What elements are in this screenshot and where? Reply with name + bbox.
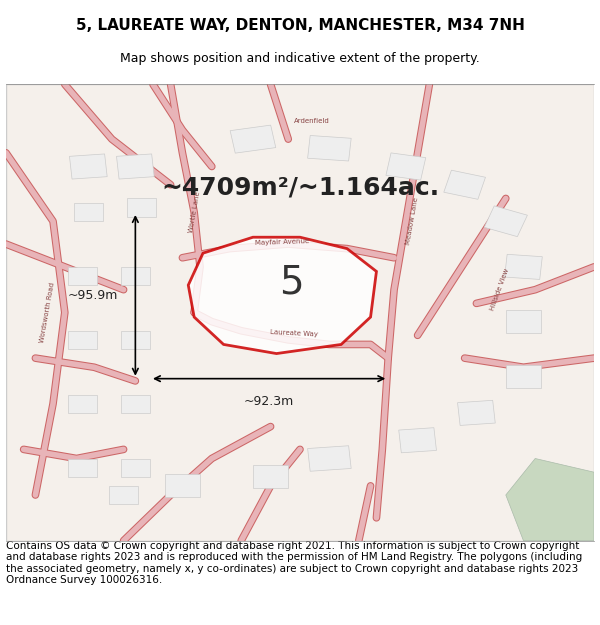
FancyBboxPatch shape bbox=[308, 136, 351, 161]
Text: Wortle Lane: Wortle Lane bbox=[188, 191, 201, 233]
Text: Map shows position and indicative extent of the property.: Map shows position and indicative extent… bbox=[120, 52, 480, 66]
FancyBboxPatch shape bbox=[506, 365, 541, 388]
FancyBboxPatch shape bbox=[308, 446, 351, 471]
Text: 5, LAUREATE WAY, DENTON, MANCHESTER, M34 7NH: 5, LAUREATE WAY, DENTON, MANCHESTER, M34… bbox=[76, 18, 524, 33]
Text: Hillside View: Hillside View bbox=[490, 268, 511, 312]
FancyBboxPatch shape bbox=[68, 267, 97, 285]
FancyBboxPatch shape bbox=[121, 459, 150, 477]
FancyBboxPatch shape bbox=[68, 331, 97, 349]
FancyBboxPatch shape bbox=[165, 474, 200, 498]
FancyBboxPatch shape bbox=[230, 125, 276, 153]
FancyBboxPatch shape bbox=[458, 401, 495, 426]
Text: Ardenfield: Ardenfield bbox=[294, 118, 329, 124]
FancyBboxPatch shape bbox=[121, 267, 150, 285]
Text: Meadow Lane: Meadow Lane bbox=[404, 197, 419, 246]
FancyBboxPatch shape bbox=[484, 206, 527, 237]
FancyBboxPatch shape bbox=[68, 459, 97, 477]
Text: ~4709m²/~1.164ac.: ~4709m²/~1.164ac. bbox=[161, 175, 439, 199]
Text: Laureate Way: Laureate Way bbox=[270, 329, 318, 338]
FancyBboxPatch shape bbox=[121, 394, 150, 413]
Text: Wordsworth Road: Wordsworth Road bbox=[39, 282, 55, 343]
FancyBboxPatch shape bbox=[253, 466, 288, 488]
Text: Contains OS data © Crown copyright and database right 2021. This information is : Contains OS data © Crown copyright and d… bbox=[6, 541, 582, 586]
FancyBboxPatch shape bbox=[70, 154, 107, 179]
FancyBboxPatch shape bbox=[506, 310, 541, 333]
FancyBboxPatch shape bbox=[399, 428, 436, 452]
Text: 5: 5 bbox=[279, 264, 304, 302]
Text: ~92.3m: ~92.3m bbox=[244, 394, 294, 408]
FancyBboxPatch shape bbox=[444, 170, 485, 199]
FancyBboxPatch shape bbox=[386, 153, 426, 180]
Polygon shape bbox=[188, 238, 376, 354]
FancyBboxPatch shape bbox=[121, 331, 150, 349]
FancyBboxPatch shape bbox=[505, 254, 542, 279]
FancyBboxPatch shape bbox=[116, 154, 154, 179]
Text: Mayfair Avenue: Mayfair Avenue bbox=[255, 238, 310, 246]
FancyBboxPatch shape bbox=[127, 199, 156, 217]
FancyBboxPatch shape bbox=[109, 486, 139, 504]
FancyBboxPatch shape bbox=[74, 203, 103, 221]
Polygon shape bbox=[506, 459, 594, 541]
FancyBboxPatch shape bbox=[68, 394, 97, 413]
Text: ~95.9m: ~95.9m bbox=[67, 289, 118, 302]
